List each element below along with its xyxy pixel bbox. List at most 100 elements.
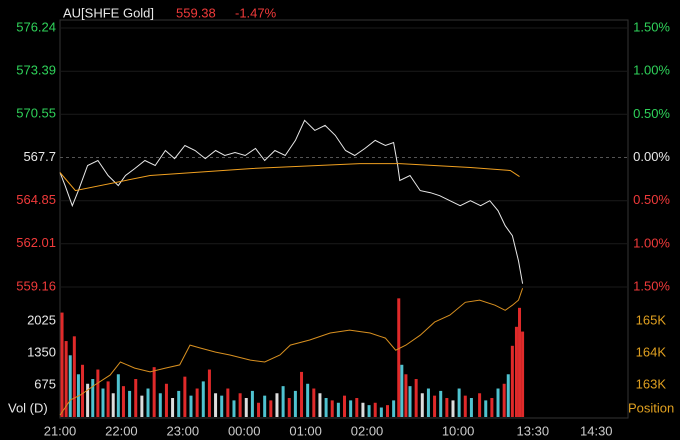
volume-bar (214, 393, 218, 417)
y2-tick-label: 164K (636, 345, 667, 360)
volume-bar (232, 400, 236, 417)
volume-bar (195, 388, 199, 417)
last-price: 559.38 (176, 5, 216, 20)
y-tick-label: 576.24 (16, 19, 56, 34)
volume-bar (250, 390, 254, 417)
x-tick-label: 14:30 (580, 423, 613, 438)
volume-bar (128, 390, 132, 417)
y2-tick-label: 1.00% (633, 63, 670, 78)
volume-bar (355, 398, 359, 417)
volume-bar (146, 388, 150, 417)
volume-bar (521, 331, 525, 417)
volume-bar (287, 398, 291, 417)
volume-bar (324, 398, 328, 417)
y-tick-label: 559.16 (16, 278, 56, 293)
volume-bar (134, 379, 138, 417)
volume-bar (158, 393, 162, 417)
volume-bar (420, 393, 424, 417)
plot-frame (59, 19, 629, 419)
y-tick-label: 573.39 (16, 63, 56, 78)
volume-bar (226, 388, 230, 417)
volume-bar (171, 398, 175, 417)
volume-bar (152, 367, 156, 417)
volume-bar (439, 390, 443, 417)
volume-bar (318, 393, 322, 417)
volume-bar (201, 381, 205, 417)
y2-tick-label: 0.50% (633, 106, 670, 121)
x-tick-label: 21:00 (44, 423, 77, 438)
volume-bar (244, 398, 248, 417)
volume-bar (361, 402, 365, 417)
x-tick-label: 02:00 (351, 423, 384, 438)
x-tick-label: 00:00 (228, 423, 261, 438)
volume-bar (469, 398, 473, 417)
volume-bar (400, 364, 404, 417)
volume-bar (101, 388, 105, 417)
volume-bar (445, 398, 449, 417)
y-tick-label: 570.55 (16, 106, 56, 121)
volume-bar (183, 376, 187, 417)
volume-bar (478, 393, 482, 417)
volume-bar (293, 390, 297, 417)
volume-bar (408, 386, 412, 417)
x-tick-label: 23:00 (167, 423, 200, 438)
y2-tick-label: 165K (636, 313, 667, 328)
volume-bar (140, 395, 144, 417)
volume-bar (72, 336, 76, 417)
volume-bar (238, 393, 242, 417)
y2-tick-label: 1.00% (633, 235, 670, 250)
volume-bar (451, 400, 455, 417)
y2-tick-label: 1.50% (633, 19, 670, 34)
volume-bar (116, 374, 120, 417)
volume-bar (275, 393, 279, 417)
chart-title: AU[SHFE Gold] (63, 5, 154, 20)
y2-tick-label: 1.50% (633, 278, 670, 293)
volume-bar (397, 298, 401, 417)
series-line (59, 119, 524, 284)
volume-bar (60, 312, 64, 417)
volume-bar (86, 383, 90, 417)
volume-bar (64, 341, 68, 417)
volume-bar (306, 383, 310, 417)
y2-tick-label: 163K (636, 376, 667, 391)
y2-axis-label: Position (628, 400, 674, 415)
volume-bar (514, 326, 518, 417)
volume-bar (257, 402, 261, 417)
volume-bar (379, 407, 383, 417)
volume-bar (263, 395, 267, 417)
volume-bar (414, 379, 418, 417)
volume-bar (506, 374, 510, 417)
y-tick-label: 564.85 (16, 192, 56, 207)
volume-bar (269, 400, 273, 417)
volume-bar (484, 400, 488, 417)
volume-bar (373, 402, 377, 417)
volume-bar (106, 381, 110, 417)
volume-bar (510, 345, 514, 417)
volume-bar (111, 393, 115, 417)
volume-bar (68, 355, 72, 417)
volume-bar (96, 369, 100, 417)
y-tick-label: 567.7 (23, 149, 56, 164)
volume-bar (392, 400, 396, 417)
y-axis-label: Vol (D) (8, 400, 48, 415)
volume-bar (502, 383, 506, 417)
volume-bar (385, 405, 389, 417)
volume-bar (433, 395, 437, 417)
x-tick-label: 13:30 (517, 423, 550, 438)
change: -1.47% (235, 5, 277, 20)
volume-bar (349, 400, 353, 417)
y-tick-label: 562.01 (16, 235, 56, 250)
volume-bar (490, 398, 494, 417)
volume-bar (343, 395, 347, 417)
volume-bar (164, 383, 168, 417)
volume-bar (81, 364, 85, 417)
y-tick-label: 1350 (27, 344, 56, 359)
y-tick-label: 675 (34, 376, 56, 391)
volume-bar (189, 395, 193, 417)
volume-bar (177, 390, 181, 417)
y2-tick-label: 0.00% (633, 149, 670, 164)
x-tick-label: 01:00 (289, 423, 322, 438)
volume-bar (518, 307, 522, 417)
volume-bar (457, 388, 461, 417)
volume-bar (207, 369, 211, 417)
